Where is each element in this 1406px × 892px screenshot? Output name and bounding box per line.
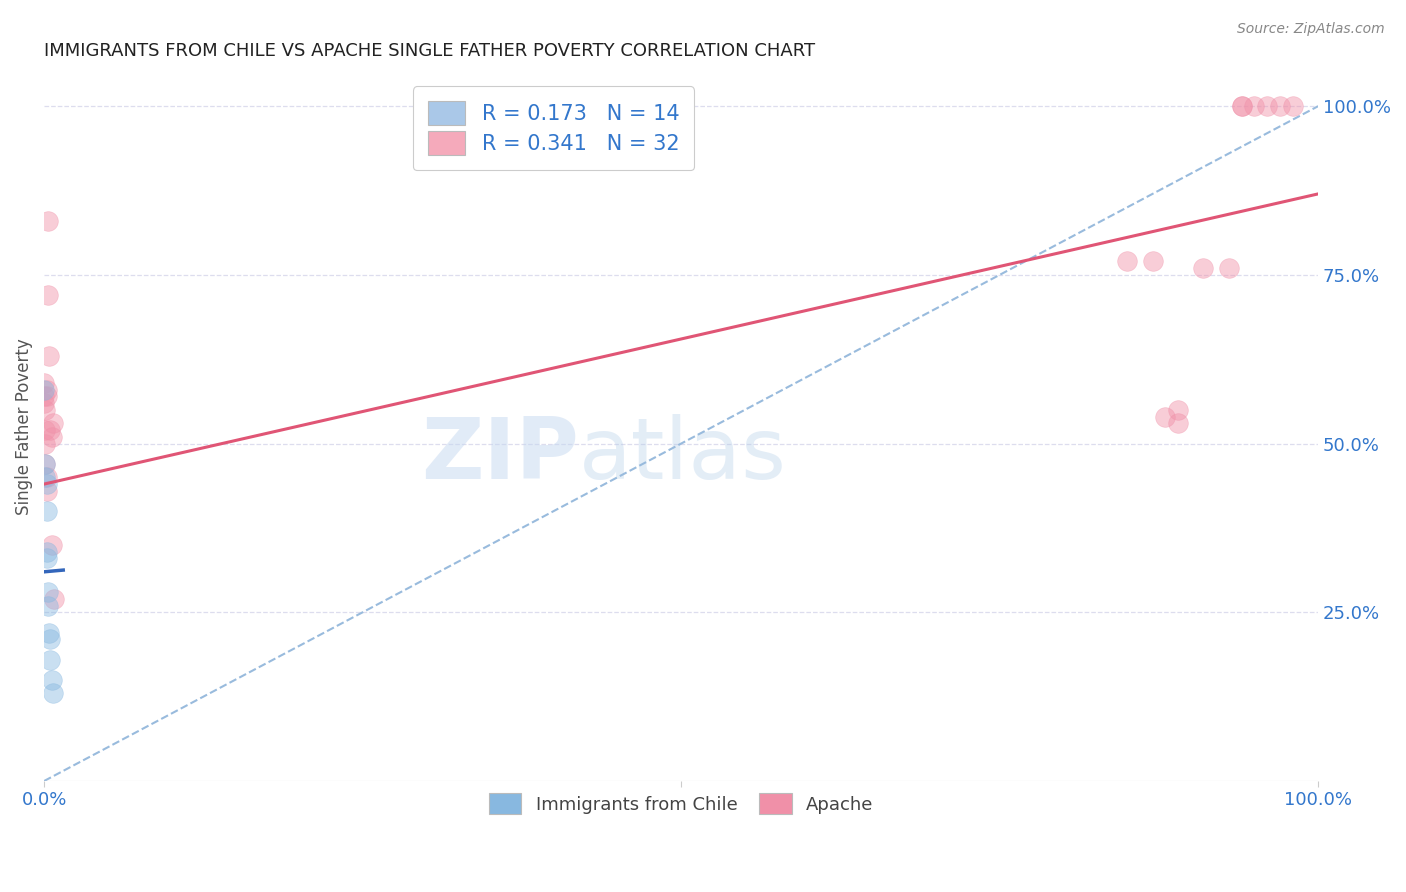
Immigrants from Chile [34, 457, 56, 471]
Apache [1218, 261, 1240, 276]
Text: Source: ZipAtlas.com: Source: ZipAtlas.com [1237, 22, 1385, 37]
Apache [37, 214, 59, 228]
Immigrants from Chile [35, 544, 58, 558]
Apache [1230, 99, 1253, 113]
Immigrants from Chile [38, 625, 60, 640]
Apache [32, 389, 55, 403]
Apache [41, 538, 63, 552]
Apache [1268, 99, 1291, 113]
Apache [38, 349, 60, 363]
Immigrants from Chile [32, 383, 55, 397]
Apache [1281, 99, 1303, 113]
Immigrants from Chile [35, 477, 58, 491]
Text: IMMIGRANTS FROM CHILE VS APACHE SINGLE FATHER POVERTY CORRELATION CHART: IMMIGRANTS FROM CHILE VS APACHE SINGLE F… [44, 42, 815, 60]
Immigrants from Chile [39, 652, 62, 666]
Apache [32, 376, 55, 390]
Apache [34, 457, 56, 471]
Apache [35, 483, 58, 498]
Apache [1167, 417, 1189, 431]
Immigrants from Chile [42, 686, 65, 700]
Apache [1167, 402, 1189, 417]
Apache [1192, 261, 1215, 276]
Apache [44, 591, 66, 606]
Immigrants from Chile [41, 673, 63, 687]
Apache [35, 389, 58, 403]
Apache [1230, 99, 1253, 113]
Apache [34, 436, 56, 450]
Apache [1116, 254, 1139, 268]
Text: atlas: atlas [579, 414, 787, 497]
Immigrants from Chile [35, 551, 58, 566]
Apache [42, 417, 65, 431]
Apache [1142, 254, 1164, 268]
Apache [39, 423, 62, 437]
Apache [34, 402, 56, 417]
Apache [34, 423, 56, 437]
Apache [32, 396, 55, 410]
Immigrants from Chile [34, 470, 56, 484]
Immigrants from Chile [37, 585, 59, 599]
Apache [1243, 99, 1265, 113]
Legend: Immigrants from Chile, Apache: Immigrants from Chile, Apache [478, 782, 884, 825]
Text: ZIP: ZIP [422, 414, 579, 497]
Apache [1256, 99, 1278, 113]
Y-axis label: Single Father Poverty: Single Father Poverty [15, 338, 32, 515]
Apache [35, 383, 58, 397]
Apache [37, 288, 59, 302]
Immigrants from Chile [37, 599, 59, 613]
Apache [35, 470, 58, 484]
Immigrants from Chile [35, 504, 58, 518]
Immigrants from Chile [39, 632, 62, 647]
Apache [1154, 409, 1177, 424]
Apache [41, 430, 63, 444]
